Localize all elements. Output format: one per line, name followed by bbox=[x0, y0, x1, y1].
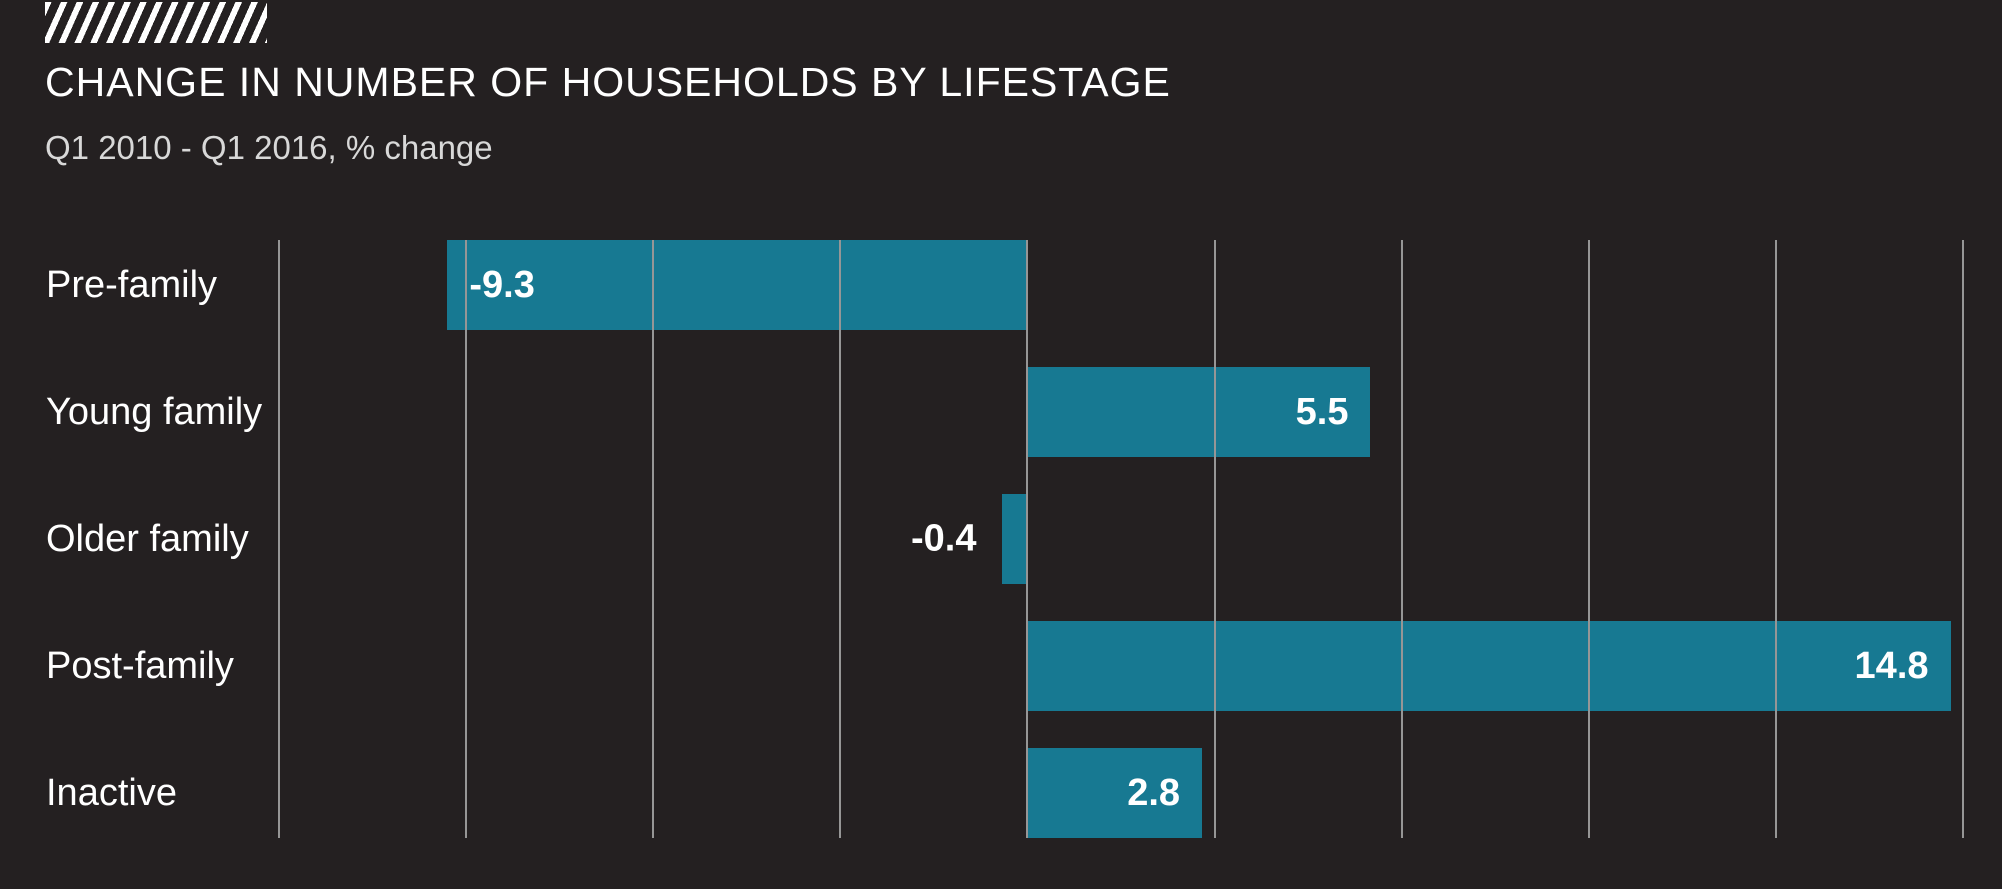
plot-area: -9.3 5.5 -0.4 14.8 2.8 bbox=[278, 240, 1964, 838]
gridline bbox=[465, 240, 468, 838]
bar-post-family: 14.8 bbox=[1027, 621, 1951, 711]
gridline bbox=[1026, 240, 1029, 838]
category-labels: Pre-family Young family Older family Post-f… bbox=[46, 240, 278, 838]
category-label-inactive: Inactive bbox=[46, 771, 177, 814]
bar-value-label: 5.5 bbox=[1295, 390, 1349, 433]
category-label-pre-family: Pre-family bbox=[46, 263, 218, 306]
bar-inactive: 2.8 bbox=[1027, 748, 1203, 838]
hatched-stripes-logo-icon bbox=[45, 2, 267, 43]
gridline bbox=[1587, 240, 1590, 838]
gridline bbox=[1213, 240, 1216, 838]
bar-older-family: -0.4 bbox=[911, 494, 1028, 584]
bar-value-label: 2.8 bbox=[1127, 771, 1181, 814]
bar-value-label: -0.4 bbox=[911, 517, 977, 560]
category-label-post-family: Post-family bbox=[46, 644, 234, 687]
gridline bbox=[652, 240, 655, 838]
gridline bbox=[839, 240, 842, 838]
gridline bbox=[1962, 240, 1964, 838]
bar-pre-family: -9.3 bbox=[447, 240, 1028, 330]
gridline bbox=[1774, 240, 1777, 838]
chart-title: CHANGE IN NUMBER OF HOUSEHOLDS BY LIFEST… bbox=[45, 59, 1171, 105]
gridline bbox=[1400, 240, 1403, 838]
bar-young-family: 5.5 bbox=[1027, 367, 1371, 457]
bar-value-label: 14.8 bbox=[1854, 644, 1929, 687]
category-label-young-family: Young family bbox=[46, 390, 263, 433]
bar-value-label: -9.3 bbox=[469, 263, 535, 306]
chart-subtitle: Q1 2010 - Q1 2016, % change bbox=[45, 129, 493, 166]
category-label-older-family: Older family bbox=[46, 517, 249, 560]
gridline bbox=[278, 240, 280, 838]
